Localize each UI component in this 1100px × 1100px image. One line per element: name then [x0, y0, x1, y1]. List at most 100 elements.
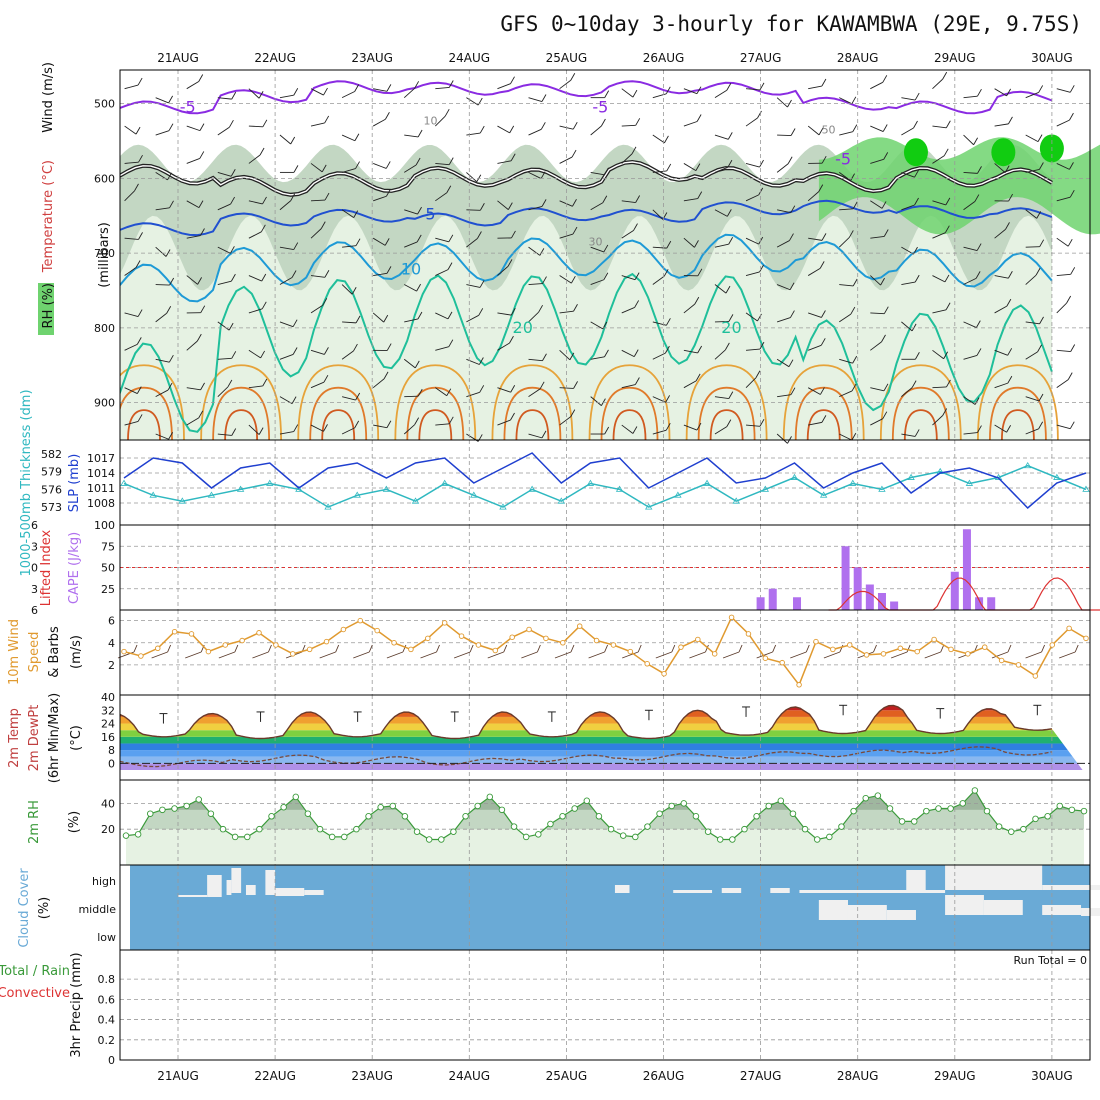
wind-speed-line-point: [425, 635, 431, 642]
wind-barb: [217, 203, 231, 211]
wind-speed-line-point: [897, 645, 904, 652]
legend-wind: Wind (m/s): [41, 62, 56, 133]
thickness-tick: 573: [41, 501, 62, 514]
rh2m-point: [971, 787, 979, 794]
wind-barb: [311, 199, 326, 202]
wind-barb: [963, 354, 978, 360]
wind-barb: [559, 233, 574, 239]
wind-barb-flag: [666, 163, 672, 172]
wind-barb: [341, 91, 355, 99]
isotherm-label: -5: [592, 97, 608, 116]
wind-barb-flag: [447, 311, 453, 320]
wind-barb-flag: [417, 206, 422, 215]
slp-line: [123, 452, 1087, 510]
wind-barb-flag: [787, 156, 793, 165]
wind-barb-flag: [324, 347, 329, 355]
temperature-contour-warm: [600, 386, 659, 440]
wind-barb-flag: [230, 169, 236, 177]
rh2m-tick: 20: [101, 823, 115, 836]
temp-tick: 40: [101, 691, 115, 704]
thickness-line-point: [149, 491, 157, 498]
wind-barb-flag: [169, 277, 175, 286]
wind-barb-flag: [386, 266, 392, 274]
wind-speed-line-point: [711, 651, 718, 657]
temperature-band: [120, 716, 1090, 724]
wind-barb-flag: [665, 422, 671, 431]
wind-speed-line-point: [576, 623, 583, 629]
wind-barb-flag: [1069, 85, 1075, 93]
wind-barb-flag: [818, 127, 824, 136]
wind-barb: [373, 272, 388, 277]
rh2m-point: [716, 836, 724, 843]
wind-barb: [186, 200, 200, 208]
pressure-tick: 700: [94, 247, 115, 260]
wind-barb-flag: [696, 422, 702, 431]
wind-barb-flag: [724, 342, 730, 351]
thickness-line-point: [557, 497, 565, 504]
rh2m-point: [680, 800, 688, 807]
cape-bar: [877, 593, 886, 610]
rh2m-point: [122, 832, 130, 839]
wind-barb-flag: [507, 259, 513, 267]
wind-speed-line-point: [357, 617, 364, 624]
wind-barb: [186, 157, 200, 164]
wind-barb-flag: [695, 163, 701, 171]
date-label-top: 27AUG: [740, 51, 782, 65]
wind-barb: [590, 246, 604, 253]
wind-barb-flag: [974, 194, 980, 202]
rh2m-point: [753, 813, 760, 820]
wind-speed-line-point: [155, 645, 161, 652]
wind-barb-flag: [231, 428, 237, 436]
wind-barb-flag: [135, 126, 141, 135]
wind-barb-flag: [353, 210, 359, 218]
wind-barb: [497, 200, 509, 210]
wind-barb-flag: [165, 249, 171, 257]
wind-barb-flag: [848, 230, 854, 238]
wind-barb-10m: [722, 651, 740, 659]
rh-shading-max: [903, 138, 928, 167]
wind-barb-flag: [696, 86, 702, 94]
wind-barb: [652, 321, 667, 326]
wind-barb-flag: [166, 306, 172, 314]
wind-barb-flag: [572, 226, 578, 235]
wind-barb-10m: [655, 651, 672, 659]
wind-barb: [155, 246, 167, 257]
isotherm-line: [120, 199, 1053, 237]
cloud-segment: [178, 895, 208, 897]
rh2m-point: [328, 833, 336, 841]
wind-barb-flag: [726, 83, 732, 91]
precip-tick: 0.8: [98, 973, 116, 986]
wind-barb-flag: [818, 184, 824, 192]
wind-barb-flag: [665, 395, 670, 403]
wind-barb-flag: [231, 91, 237, 100]
temperature-contour-warm: [989, 386, 1047, 440]
wind-barb-flag: [262, 196, 267, 205]
thickness-line-point: [790, 473, 799, 480]
wind-barb-flag: [196, 333, 202, 342]
wind-barb-flag: [355, 161, 360, 169]
wind-barb-flag: [882, 75, 888, 83]
wind-barb-flag: [510, 385, 516, 393]
wind-barb: [404, 241, 418, 248]
rh2m-point: [535, 831, 542, 838]
wind-barb-10m-flag: [805, 644, 810, 653]
wind-barb: [466, 314, 479, 323]
wind-barb-flag: [633, 349, 639, 357]
wind-barb-flag: [665, 345, 670, 354]
date-label-bottom: 30AUG: [1031, 1069, 1073, 1083]
temperature-contour-warm: [879, 364, 962, 440]
temperature-band: [120, 750, 1090, 757]
wind-barb-flag: [134, 183, 139, 192]
wind-barb-flag: [168, 354, 174, 363]
wind-barb-10m-flag: [738, 644, 743, 653]
wind-barb-flag: [448, 80, 454, 88]
thickness-line-point: [236, 485, 245, 492]
wind-barb-10m-flag: [671, 644, 676, 653]
wind-barb-flag: [416, 283, 421, 292]
rh2m-point: [171, 805, 178, 812]
wind-barb-flag: [728, 237, 734, 245]
wind-speed-line-point: [1049, 642, 1055, 648]
wind-barb: [528, 171, 542, 179]
wind-speed-line-point: [560, 640, 566, 646]
wind-barb-flag: [355, 315, 361, 324]
